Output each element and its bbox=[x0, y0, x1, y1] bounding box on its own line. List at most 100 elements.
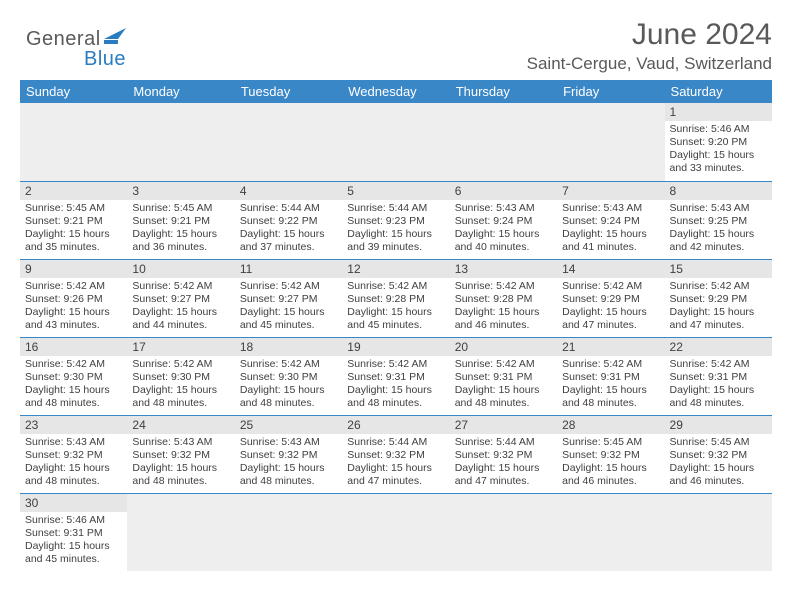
calendar-day-cell: 13Sunrise: 5:42 AMSunset: 9:28 PMDayligh… bbox=[450, 259, 557, 337]
calendar-day-cell: 10 Sunrise: 5:42 AMSunset: 9:27 PMDayligh… bbox=[127, 259, 234, 337]
day-info: Sunrise: 5:45 AMSunset: 9:32 PMDaylight:… bbox=[562, 436, 659, 489]
day-number: 14 bbox=[557, 260, 664, 278]
location: Saint-Cergue, Vaud, Switzerland bbox=[527, 54, 772, 74]
day-number: 30 bbox=[20, 494, 127, 512]
day-number: 16 bbox=[20, 338, 127, 356]
calendar-day-cell: 29 Sunrise: 5:45 AMSunset: 9:32 PMDayligh… bbox=[665, 415, 772, 493]
day-number: 21 bbox=[557, 338, 664, 356]
day-info: Sunrise: 5:43 AMSunset: 9:24 PMDaylight:… bbox=[455, 202, 552, 255]
day-info: Sunrise: 5:44 AMSunset: 9:23 PMDaylight:… bbox=[347, 202, 444, 255]
day-info: Sunrise: 5:42 AMSunset: 9:31 PMDaylight:… bbox=[670, 358, 767, 411]
calendar-day-cell: 21 Sunrise: 5:42 AMSunset: 9:31 PMDayligh… bbox=[557, 337, 664, 415]
day-number: 17 bbox=[127, 338, 234, 356]
calendar-day-cell bbox=[127, 493, 234, 571]
calendar-day-cell: 22 Sunrise: 5:42 AMSunset: 9:31 PMDayligh… bbox=[665, 337, 772, 415]
calendar-day-cell: 6 Sunrise: 5:43 AMSunset: 9:24 PMDaylight… bbox=[450, 181, 557, 259]
calendar-day-cell: 8Sunrise: 5:43 AMSunset: 9:25 PMDaylight… bbox=[665, 181, 772, 259]
calendar-day-cell: 1Sunrise: 5:46 AMSunset: 9:20 PMDaylight… bbox=[665, 103, 772, 181]
day-number: 26 bbox=[342, 416, 449, 434]
day-info: Sunrise: 5:42 AMSunset: 9:27 PMDaylight:… bbox=[132, 280, 229, 333]
calendar-week-row: 9Sunrise: 5:42 AMSunset: 9:26 PMDaylight… bbox=[20, 259, 772, 337]
calendar-day-cell: 4 Sunrise: 5:44 AMSunset: 9:22 PMDaylight… bbox=[235, 181, 342, 259]
calendar-day-cell bbox=[450, 103, 557, 181]
calendar-day-cell: 20 Sunrise: 5:42 AMSunset: 9:31 PMDayligh… bbox=[450, 337, 557, 415]
day-number: 25 bbox=[235, 416, 342, 434]
calendar-day-cell: 7 Sunrise: 5:43 AMSunset: 9:24 PMDaylight… bbox=[557, 181, 664, 259]
day-number: 8 bbox=[665, 182, 772, 200]
calendar-day-cell bbox=[557, 103, 664, 181]
day-info: Sunrise: 5:42 AMSunset: 9:31 PMDaylight:… bbox=[455, 358, 552, 411]
day-number: 20 bbox=[450, 338, 557, 356]
calendar-day-cell: 3 Sunrise: 5:45 AMSunset: 9:21 PMDaylight… bbox=[127, 181, 234, 259]
calendar-week-row: 16 Sunrise: 5:42 AMSunset: 9:30 PMDayligh… bbox=[20, 337, 772, 415]
logo: General bbox=[20, 18, 128, 51]
day-number: 9 bbox=[20, 260, 127, 278]
calendar-day-cell: 23 Sunrise: 5:43 AMSunset: 9:32 PMDayligh… bbox=[20, 415, 127, 493]
day-number: 19 bbox=[342, 338, 449, 356]
calendar-day-cell: 9Sunrise: 5:42 AMSunset: 9:26 PMDaylight… bbox=[20, 259, 127, 337]
calendar-day-cell bbox=[20, 103, 127, 181]
day-info: Sunrise: 5:42 AMSunset: 9:30 PMDaylight:… bbox=[25, 358, 122, 411]
day-number: 23 bbox=[20, 416, 127, 434]
day-number: 7 bbox=[557, 182, 664, 200]
calendar-day-cell bbox=[450, 493, 557, 571]
calendar-day-cell bbox=[235, 493, 342, 571]
day-info: Sunrise: 5:42 AMSunset: 9:31 PMDaylight:… bbox=[562, 358, 659, 411]
day-number: 24 bbox=[127, 416, 234, 434]
calendar-day-cell: 11Sunrise: 5:42 AMSunset: 9:27 PMDayligh… bbox=[235, 259, 342, 337]
calendar-day-cell: 25 Sunrise: 5:43 AMSunset: 9:32 PMDayligh… bbox=[235, 415, 342, 493]
calendar-week-row: 1Sunrise: 5:46 AMSunset: 9:20 PMDaylight… bbox=[20, 103, 772, 181]
day-info: Sunrise: 5:45 AMSunset: 9:21 PMDaylight:… bbox=[25, 202, 122, 255]
calendar-week-row: 23 Sunrise: 5:43 AMSunset: 9:32 PMDayligh… bbox=[20, 415, 772, 493]
day-number: 4 bbox=[235, 182, 342, 200]
calendar-day-cell: 2Sunrise: 5:45 AMSunset: 9:21 PMDaylight… bbox=[20, 181, 127, 259]
calendar-table: Sunday Monday Tuesday Wednesday Thursday… bbox=[20, 80, 772, 571]
weekday-header: Friday bbox=[557, 80, 664, 103]
day-info: Sunrise: 5:42 AMSunset: 9:28 PMDaylight:… bbox=[455, 280, 552, 333]
day-number: 15 bbox=[665, 260, 772, 278]
weekday-header: Tuesday bbox=[235, 80, 342, 103]
day-number: 11 bbox=[235, 260, 342, 278]
day-number: 10 bbox=[127, 260, 234, 278]
calendar-day-cell: 18Sunrise: 5:42 AMSunset: 9:30 PMDayligh… bbox=[235, 337, 342, 415]
calendar-day-cell: 19 Sunrise: 5:42 AMSunset: 9:31 PMDayligh… bbox=[342, 337, 449, 415]
weekday-header: Sunday bbox=[20, 80, 127, 103]
day-info: Sunrise: 5:46 AMSunset: 9:31 PMDaylight:… bbox=[25, 514, 122, 567]
day-number: 3 bbox=[127, 182, 234, 200]
day-info: Sunrise: 5:44 AMSunset: 9:32 PMDaylight:… bbox=[455, 436, 552, 489]
day-number: 6 bbox=[450, 182, 557, 200]
day-number: 1 bbox=[665, 103, 772, 121]
day-info: Sunrise: 5:44 AMSunset: 9:32 PMDaylight:… bbox=[347, 436, 444, 489]
calendar-day-cell bbox=[557, 493, 664, 571]
calendar-day-cell bbox=[235, 103, 342, 181]
day-info: Sunrise: 5:43 AMSunset: 9:24 PMDaylight:… bbox=[562, 202, 659, 255]
day-info: Sunrise: 5:45 AMSunset: 9:21 PMDaylight:… bbox=[132, 202, 229, 255]
day-number: 22 bbox=[665, 338, 772, 356]
calendar-day-cell bbox=[665, 493, 772, 571]
calendar-day-cell bbox=[342, 493, 449, 571]
day-info: Sunrise: 5:44 AMSunset: 9:22 PMDaylight:… bbox=[240, 202, 337, 255]
day-info: Sunrise: 5:45 AMSunset: 9:32 PMDaylight:… bbox=[670, 436, 767, 489]
calendar-day-cell bbox=[342, 103, 449, 181]
day-number: 27 bbox=[450, 416, 557, 434]
calendar-week-row: 30 Sunrise: 5:46 AMSunset: 9:31 PMDayligh… bbox=[20, 493, 772, 571]
day-number: 29 bbox=[665, 416, 772, 434]
calendar-day-cell: 28Sunrise: 5:45 AMSunset: 9:32 PMDayligh… bbox=[557, 415, 664, 493]
calendar-day-cell: 14Sunrise: 5:42 AMSunset: 9:29 PMDayligh… bbox=[557, 259, 664, 337]
calendar-day-cell: 17 Sunrise: 5:42 AMSunset: 9:30 PMDayligh… bbox=[127, 337, 234, 415]
day-info: Sunrise: 5:42 AMSunset: 9:29 PMDaylight:… bbox=[670, 280, 767, 333]
calendar-day-cell: 27 Sunrise: 5:44 AMSunset: 9:32 PMDayligh… bbox=[450, 415, 557, 493]
weekday-header-row: Sunday Monday Tuesday Wednesday Thursday… bbox=[20, 80, 772, 103]
day-info: Sunrise: 5:43 AMSunset: 9:32 PMDaylight:… bbox=[25, 436, 122, 489]
day-info: Sunrise: 5:43 AMSunset: 9:32 PMDaylight:… bbox=[240, 436, 337, 489]
day-info: Sunrise: 5:42 AMSunset: 9:31 PMDaylight:… bbox=[347, 358, 444, 411]
day-number: 18 bbox=[235, 338, 342, 356]
day-number: 5 bbox=[342, 182, 449, 200]
weekday-header: Saturday bbox=[665, 80, 772, 103]
calendar-day-cell: 24 Sunrise: 5:43 AMSunset: 9:32 PMDayligh… bbox=[127, 415, 234, 493]
day-info: Sunrise: 5:43 AMSunset: 9:32 PMDaylight:… bbox=[132, 436, 229, 489]
day-number: 12 bbox=[342, 260, 449, 278]
calendar-day-cell bbox=[127, 103, 234, 181]
calendar-day-cell: 16 Sunrise: 5:42 AMSunset: 9:30 PMDayligh… bbox=[20, 337, 127, 415]
day-info: Sunrise: 5:42 AMSunset: 9:30 PMDaylight:… bbox=[132, 358, 229, 411]
